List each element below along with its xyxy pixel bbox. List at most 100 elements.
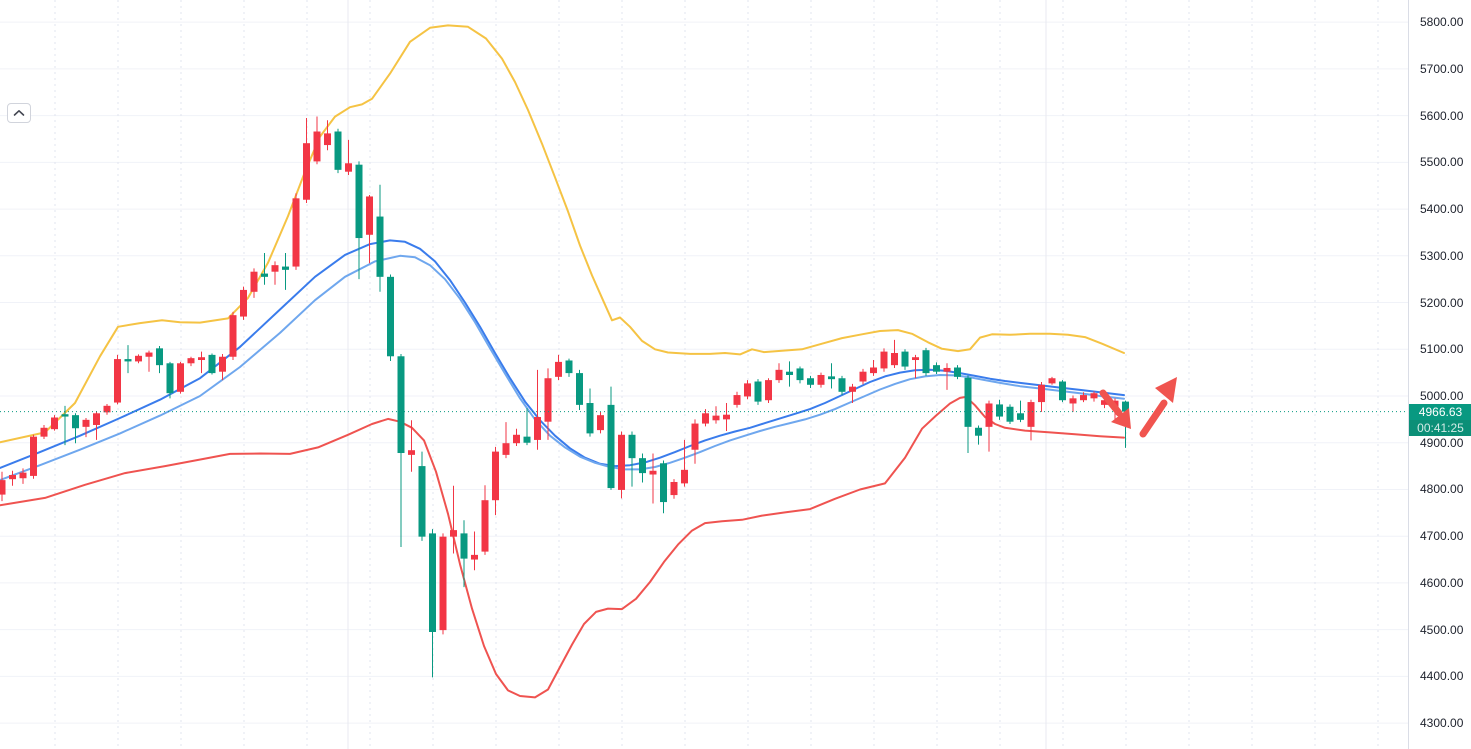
candle-up: [135, 355, 142, 362]
candle-up: [1038, 384, 1045, 403]
price-axis-label: 5100.00: [1420, 342, 1464, 357]
candle-up: [775, 369, 783, 381]
candle-up: [691, 423, 699, 450]
price-axis-label: 4900.00: [1420, 435, 1464, 450]
candle-up: [30, 436, 37, 476]
candle-down: [660, 463, 667, 503]
candle-up: [271, 265, 279, 272]
candle-up: [40, 427, 48, 437]
candle-up: [103, 405, 111, 413]
price-axis-label: 5200.00: [1420, 295, 1464, 310]
candle-up: [250, 271, 258, 292]
price-axis-label: 4400.00: [1420, 669, 1464, 684]
candle-up: [712, 415, 720, 421]
price-axis-label: 4600.00: [1420, 575, 1464, 590]
candle-up: [9, 474, 16, 480]
candle-down: [355, 164, 363, 239]
candle-up: [1048, 378, 1056, 384]
candle-down: [1122, 401, 1129, 412]
last-price-badge: 4966.63: [1409, 403, 1471, 420]
price-axis-label: 5500.00: [1420, 155, 1464, 170]
candle-up: [219, 356, 226, 372]
candle-up: [943, 367, 951, 372]
candle-down: [954, 367, 961, 377]
chevron-up-icon: [13, 109, 25, 116]
candle-up: [1027, 402, 1035, 427]
price-axis-label: 4700.00: [1420, 529, 1464, 544]
candle-up: [366, 196, 373, 235]
candle-up: [324, 133, 331, 146]
candle-down: [964, 377, 972, 427]
candle-up: [859, 371, 867, 382]
candle-up: [502, 443, 510, 455]
candle-up: [481, 500, 489, 552]
candle-down: [72, 415, 79, 429]
candle-up: [198, 357, 205, 361]
candle-up: [985, 403, 993, 427]
bar-countdown-badge: 00:41:25: [1409, 419, 1471, 436]
drawing-arrowhead-up-right[interactable]: [1155, 377, 1177, 403]
overlay-lower-band: [0, 395, 1125, 699]
price-axis-label: 4300.00: [1420, 716, 1464, 731]
candle-down: [933, 365, 940, 372]
candle-up: [303, 143, 310, 200]
candle-up: [733, 395, 741, 405]
candle-up: [681, 469, 688, 484]
candle-up: [534, 417, 541, 440]
candle-up: [292, 198, 300, 267]
price-axis-label: 5600.00: [1420, 108, 1464, 123]
candle-down: [786, 371, 793, 375]
bar-countdown-value: 00:41:25: [1417, 420, 1464, 435]
candle-down: [838, 378, 846, 392]
overlay-ma-fast: [0, 239, 1125, 469]
candle-down: [282, 266, 289, 270]
candlestick-chart[interactable]: [0, 0, 1408, 749]
candle-down: [1006, 406, 1014, 422]
candle-down: [607, 404, 615, 489]
candle-up: [649, 470, 657, 475]
candle-down: [586, 403, 594, 434]
candle-down: [975, 427, 982, 436]
overlay-upper-band: [0, 24, 1125, 444]
candle-up: [408, 450, 415, 455]
candle-down: [1017, 413, 1024, 420]
candle-up: [544, 378, 552, 422]
candle-down: [156, 348, 163, 366]
candle-up: [145, 352, 153, 357]
candle-up: [240, 289, 247, 317]
candle-up: [880, 351, 888, 369]
candle-up: [345, 163, 352, 172]
drawing-arrowhead-down-right[interactable]: [1111, 408, 1131, 429]
candle-up: [313, 131, 321, 162]
candle-up: [817, 374, 825, 385]
candle-up: [849, 386, 856, 392]
candle-down: [828, 376, 835, 380]
candle-down: [754, 381, 762, 402]
candle-up: [513, 434, 520, 444]
candle-down: [922, 350, 930, 374]
candle-up: [492, 451, 499, 501]
panel-collapse-button[interactable]: [7, 103, 31, 123]
candle-down: [261, 273, 268, 277]
candle-down: [796, 368, 804, 381]
candle-up: [1090, 393, 1098, 399]
candle-up: [471, 554, 478, 560]
candle-up: [702, 413, 709, 424]
price-axis[interactable]: 5800.00 5700.00 5600.00 5500.00 5400.00 5300.…: [1408, 0, 1471, 749]
price-axis-label: 5000.00: [1420, 389, 1464, 403]
price-axis-label: 5800.00: [1420, 15, 1464, 30]
candle-up: [912, 357, 919, 361]
drawing-arrow-down-right[interactable]: [1099, 389, 1123, 417]
candle-up: [114, 359, 121, 403]
candle-up: [723, 414, 730, 420]
candle-up: [93, 413, 100, 425]
candle-down: [565, 360, 573, 374]
candle-down: [523, 436, 531, 443]
price-axis-label: 4500.00: [1420, 622, 1464, 637]
candle-down: [61, 414, 69, 417]
candle-up: [0, 480, 6, 495]
candle-up: [450, 530, 457, 537]
candle-up: [19, 472, 27, 479]
drawing-arrow-up-right[interactable]: [1139, 399, 1168, 438]
